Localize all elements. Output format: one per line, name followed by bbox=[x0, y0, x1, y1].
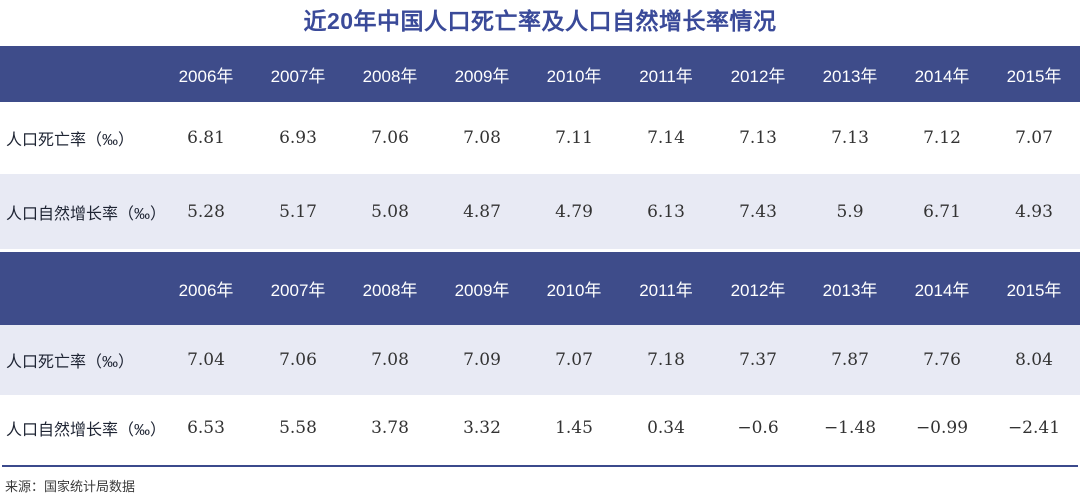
value-cell: 7.06 bbox=[371, 128, 409, 148]
year-header-cell: 2007年 bbox=[270, 66, 326, 86]
value-cell: −2.41 bbox=[1007, 418, 1061, 438]
year-header-cell: 2014年 bbox=[914, 66, 970, 86]
year-header-cell: 2006年 bbox=[178, 66, 234, 86]
value-cell: 7.09 bbox=[463, 350, 501, 370]
value-cell: 3.78 bbox=[371, 418, 409, 438]
growth-rate-row-2: 人口自然增长率（‰） 6.53 5.58 3.78 3.32 1.45 0.34… bbox=[0, 395, 1080, 461]
year-header-cell: 2009年 bbox=[454, 281, 510, 300]
year-header-cell: 2010年 bbox=[546, 281, 602, 300]
value-cell: 3.32 bbox=[463, 418, 501, 438]
year-header-cell: 2008年 bbox=[362, 66, 418, 86]
value-cell: 6.71 bbox=[923, 201, 961, 222]
year-header-cell: 2012年 bbox=[730, 281, 786, 300]
row-label: 人口自然增长率（‰） bbox=[6, 205, 167, 223]
value-cell: −1.48 bbox=[823, 418, 877, 438]
year-header-cell: 2008年 bbox=[362, 281, 418, 300]
year-header-cell: 2011年 bbox=[639, 66, 693, 86]
value-cell: 0.34 bbox=[647, 418, 685, 438]
row-label: 人口自然增长率（‰） bbox=[6, 422, 167, 439]
page-title: 近20年中国人口死亡率及人口自然增长率情况 bbox=[303, 8, 777, 34]
value-cell: 8.04 bbox=[1015, 350, 1053, 370]
value-cell: 5.58 bbox=[279, 418, 317, 438]
value-cell: 7.12 bbox=[923, 128, 961, 148]
value-cell: 7.13 bbox=[831, 128, 869, 148]
value-cell: 6.93 bbox=[279, 128, 317, 148]
row-label: 人口死亡率（‰） bbox=[6, 132, 135, 149]
value-cell: 5.9 bbox=[836, 201, 864, 222]
value-cell: 7.37 bbox=[739, 350, 777, 370]
value-cell: 1.45 bbox=[555, 418, 593, 438]
value-cell: −0.6 bbox=[737, 418, 779, 438]
value-cell: 4.79 bbox=[555, 201, 593, 222]
value-cell: 7.06 bbox=[279, 350, 317, 370]
year-header-cell: 2013年 bbox=[822, 66, 878, 86]
year-header-cell: 2009年 bbox=[454, 66, 510, 86]
value-cell: 7.43 bbox=[739, 201, 777, 222]
value-cell: 7.14 bbox=[647, 128, 685, 148]
value-cell: 7.04 bbox=[187, 350, 225, 370]
value-cell: −0.99 bbox=[915, 418, 969, 438]
value-cell: 6.53 bbox=[187, 418, 225, 438]
value-cell: 7.13 bbox=[739, 128, 777, 148]
value-cell: 4.93 bbox=[1015, 201, 1053, 222]
value-cell: 7.87 bbox=[831, 350, 869, 370]
value-cell: 5.08 bbox=[371, 201, 409, 222]
death-rate-row-2: 人口死亡率（‰） 7.04 7.06 7.08 7.09 7.07 7.18 7… bbox=[0, 325, 1080, 395]
source-note: 来源：国家统计局数据 bbox=[5, 479, 136, 494]
year-header-cell: 2013年 bbox=[822, 281, 878, 300]
year-header-cell: 2011年 bbox=[639, 281, 693, 300]
year-header-cell: 2010年 bbox=[546, 66, 602, 86]
value-cell: 6.13 bbox=[647, 201, 685, 222]
year-header-cell: 2012年 bbox=[730, 66, 786, 86]
value-cell: 4.87 bbox=[463, 201, 501, 222]
year-header-row-1: 2006年 2007年 2008年 2009年 2010年 2011年 2012… bbox=[0, 46, 1080, 102]
year-header-cell: 2006年 bbox=[178, 281, 234, 300]
year-header-cell: 2007年 bbox=[270, 281, 326, 300]
year-header-cell: 2015年 bbox=[1006, 281, 1062, 300]
value-cell: 7.18 bbox=[647, 350, 685, 370]
death-rate-row-1: 人口死亡率（‰） 6.81 6.93 7.06 7.08 7.11 7.14 7… bbox=[0, 102, 1080, 174]
value-cell: 7.08 bbox=[463, 128, 501, 148]
value-cell: 7.11 bbox=[555, 128, 593, 148]
year-header-row-2: 2006年 2007年 2008年 2009年 2010年 2011年 2012… bbox=[0, 252, 1080, 325]
value-cell: 5.28 bbox=[187, 201, 225, 222]
value-cell: 7.76 bbox=[923, 350, 961, 370]
growth-rate-row-1: 人口自然增长率（‰） 5.28 5.17 5.08 4.87 4.79 6.13… bbox=[0, 174, 1080, 249]
value-cell: 7.08 bbox=[371, 350, 409, 370]
value-cell: 6.81 bbox=[187, 128, 225, 148]
value-cell: 5.17 bbox=[279, 201, 317, 222]
year-header-cell: 2015年 bbox=[1006, 66, 1062, 86]
year-header-cell: 2014年 bbox=[914, 281, 970, 300]
value-cell: 7.07 bbox=[1015, 128, 1053, 148]
row-label: 人口死亡率（‰） bbox=[6, 354, 135, 371]
population-data-table: 2006年 2007年 2008年 2009年 2010年 2011年 2012… bbox=[0, 46, 1080, 461]
footer-divider bbox=[2, 465, 1078, 467]
value-cell: 7.07 bbox=[555, 350, 593, 370]
